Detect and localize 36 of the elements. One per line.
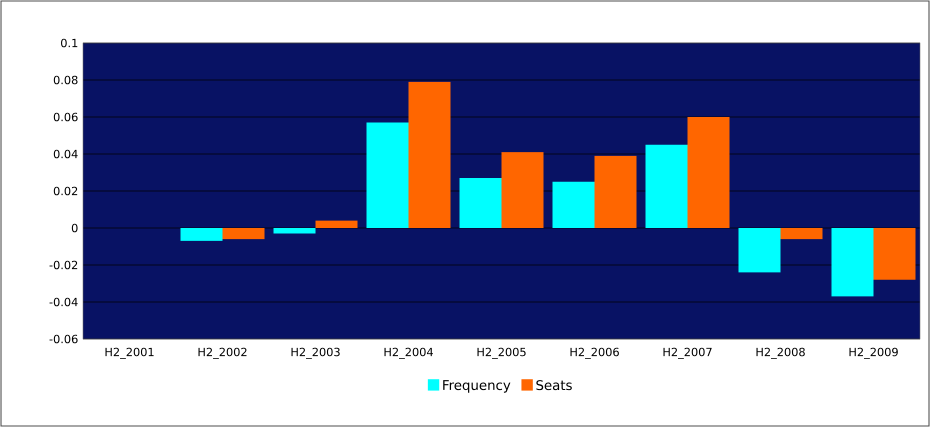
bar	[316, 220, 358, 228]
bar	[594, 156, 636, 228]
bar	[646, 144, 688, 228]
y-tick-label: 0.04	[54, 150, 78, 158]
legend-label: Frequency	[443, 380, 510, 393]
bar	[502, 152, 544, 228]
x-tick-label: H2_2007	[663, 348, 712, 359]
x-tick-label: H2_2004	[384, 348, 433, 359]
y-tick-label: -0.02	[50, 260, 78, 270]
x-tick-label: H2_2006	[570, 348, 619, 359]
y-tick-label: 0.06	[54, 112, 78, 122]
y-tick-label: 0.02	[54, 186, 78, 196]
bar	[688, 116, 730, 228]
bar	[460, 178, 502, 228]
bar	[831, 228, 874, 296]
bar	[180, 228, 223, 241]
x-tick-label: H2_2001	[106, 348, 154, 359]
bar	[222, 228, 265, 240]
y-tick-label: 0.08	[54, 76, 78, 84]
y-tick-label: -0.06	[50, 334, 78, 344]
x-tick-label: H2_2003	[291, 348, 340, 359]
y-tick-label: -0.04	[50, 298, 78, 306]
bar	[366, 122, 409, 228]
x-tick-label: H2_2009	[849, 348, 898, 359]
x-tick-label: H2_2002	[198, 348, 246, 359]
x-tick-label: H2_2005	[477, 348, 526, 359]
bar	[738, 228, 780, 272]
bar	[780, 228, 822, 240]
x-tick-label: H2_2008	[756, 348, 805, 359]
y-tick-label: 0.1	[61, 38, 78, 48]
legend-label: Seats	[536, 380, 572, 390]
bar	[873, 228, 916, 280]
bar	[552, 182, 594, 228]
y-tick-label: 0	[72, 224, 78, 232]
bar	[274, 228, 316, 234]
bar	[408, 82, 451, 228]
